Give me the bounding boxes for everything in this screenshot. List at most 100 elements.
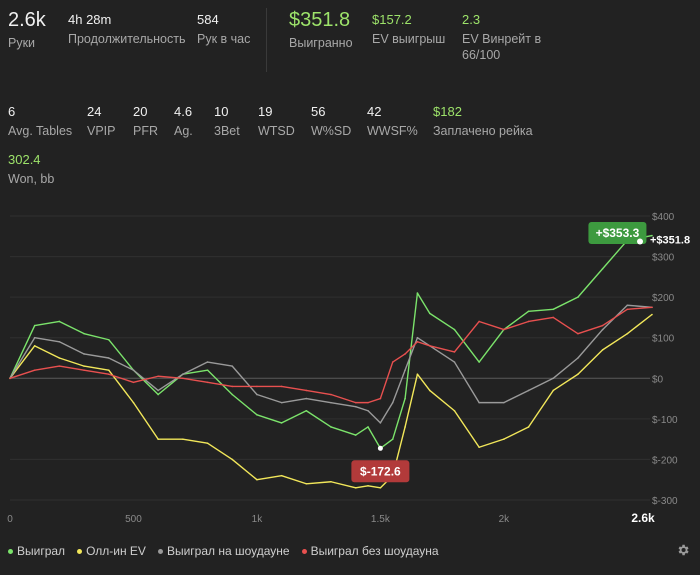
series-point-allin_ev (651, 313, 653, 316)
series-point-allin_ev (478, 446, 480, 449)
series-point-allin_ev (428, 389, 431, 392)
series-line-allin_ev (9, 313, 653, 489)
stat-vpip: 24 VPIP (87, 104, 116, 139)
series-point-nonshowdown (33, 369, 36, 371)
y-tick-label: $400 (652, 212, 675, 223)
stat-won_bb: 302.4 Won, bb (8, 152, 54, 187)
series-point-nonshowdown (503, 328, 505, 331)
series-point-nonshowdown (132, 381, 135, 384)
series-point-won (527, 310, 530, 313)
series-point-nonshowdown (404, 353, 406, 355)
x-tick-label: 0 (7, 514, 13, 525)
series-point-showdown (552, 377, 555, 380)
y-tick-label: $0 (652, 374, 664, 385)
series-point-won (651, 234, 653, 237)
series-point-allin_ev (577, 373, 579, 376)
y-tick-label: $200 (652, 293, 675, 304)
series-point-allin_ev (367, 485, 369, 487)
max-badge-label: +$353.3 (596, 226, 640, 240)
legend-label: Выиграл без шоудауна (310, 544, 439, 558)
stat-label: Рук в час (197, 32, 251, 46)
series-point-won (280, 422, 283, 424)
stat-threebet: 10 3Bet (214, 104, 240, 139)
stat-won: $351.8 Выигранно (289, 8, 369, 51)
stat-label: Заплачено рейка (433, 124, 533, 138)
series-point-nonshowdown (416, 340, 419, 343)
min-badge-label: $-172.6 (360, 464, 401, 478)
series-point-showdown (33, 336, 36, 339)
series-point-won (404, 397, 406, 400)
series-point-won (601, 267, 604, 270)
y-tick-label: $300 (652, 253, 675, 264)
series-point-won (354, 434, 357, 436)
series-point-nonshowdown (330, 393, 332, 396)
gear-icon[interactable] (676, 543, 690, 557)
series-point-showdown (453, 361, 456, 363)
stat-avg_tables: 6 Avg. Tables (8, 104, 72, 139)
stat-hands_per_hour: 584 Рук в час (197, 12, 277, 47)
series-point-nonshowdown (428, 345, 431, 347)
legend-label: Выиграл (17, 544, 66, 558)
series-point-allin_ev (231, 458, 234, 461)
series-line-nonshowdown (9, 306, 653, 404)
stat-value: 2.3 (462, 12, 481, 27)
series-point-allin_ev (107, 369, 110, 371)
y-tick-label: $-100 (652, 415, 678, 426)
series-point-nonshowdown (107, 373, 110, 376)
series-point-won (391, 438, 394, 440)
series-point-showdown (601, 328, 604, 331)
series-point-showdown (391, 401, 394, 404)
stat-value: 6 (8, 104, 16, 119)
series-point-showdown (527, 389, 530, 392)
series-point-allin_ev (182, 438, 184, 440)
series-point-nonshowdown (305, 389, 308, 392)
series-point-showdown (577, 357, 579, 359)
legend-item-won[interactable]: Выиграл (8, 544, 65, 558)
max-badge (588, 221, 647, 244)
stats-divider (266, 8, 267, 72)
series-point-nonshowdown (354, 401, 357, 404)
stat-wtsd: 19 WTSD (258, 104, 295, 139)
series-point-won (428, 312, 431, 315)
stat-label: Ag. (174, 124, 193, 138)
legend-swatch (8, 548, 13, 554)
series-point-nonshowdown (527, 320, 530, 323)
stat-label: WTSD (258, 124, 295, 138)
series-point-allin_ev (256, 478, 258, 481)
stat-label: Руки (8, 36, 36, 50)
series-point-won (107, 338, 110, 341)
legend-item-showdown[interactable]: Выиграл на шоудауне (157, 544, 290, 558)
series-point-showdown (367, 409, 369, 412)
series-point-won (552, 308, 555, 311)
x-tick-label: 500 (125, 514, 142, 525)
stat-label: VPIP (87, 124, 116, 138)
series-point-allin_ev (58, 357, 61, 359)
series-point-allin_ev (280, 474, 283, 477)
series-point-nonshowdown (478, 320, 480, 323)
series-point-showdown (416, 336, 419, 339)
last-value-dot (637, 238, 643, 245)
series-point-showdown (478, 401, 480, 404)
series-point-showdown (256, 393, 258, 396)
stat-label: Won, bb (8, 172, 55, 186)
y-tick-label: $100 (652, 334, 675, 345)
series-point-allin_ev (157, 438, 159, 440)
series-point-showdown (404, 369, 406, 371)
series-point-showdown (58, 340, 61, 343)
series-point-allin_ev (601, 349, 604, 351)
series-point-nonshowdown (577, 332, 579, 335)
series-point-won (330, 426, 332, 428)
series-point-nonshowdown (626, 308, 629, 311)
series-point-showdown (379, 422, 382, 424)
legend-item-allin_ev[interactable]: Олл-ин EV (77, 544, 146, 558)
series-point-allin_ev (453, 409, 456, 412)
legend-label: Выиграл на шоудауне (166, 544, 290, 558)
stat-value: 24 (87, 104, 102, 119)
series-point-allin_ev (305, 482, 308, 485)
legend-swatch (301, 548, 307, 554)
legend-item-nonshowdown[interactable]: Выиграл без шоудауна (301, 544, 439, 558)
series-point-won (58, 320, 61, 323)
series-point-won (305, 409, 308, 412)
stat-value: 19 (258, 104, 273, 119)
stat-value: 4h 28m (68, 12, 112, 27)
